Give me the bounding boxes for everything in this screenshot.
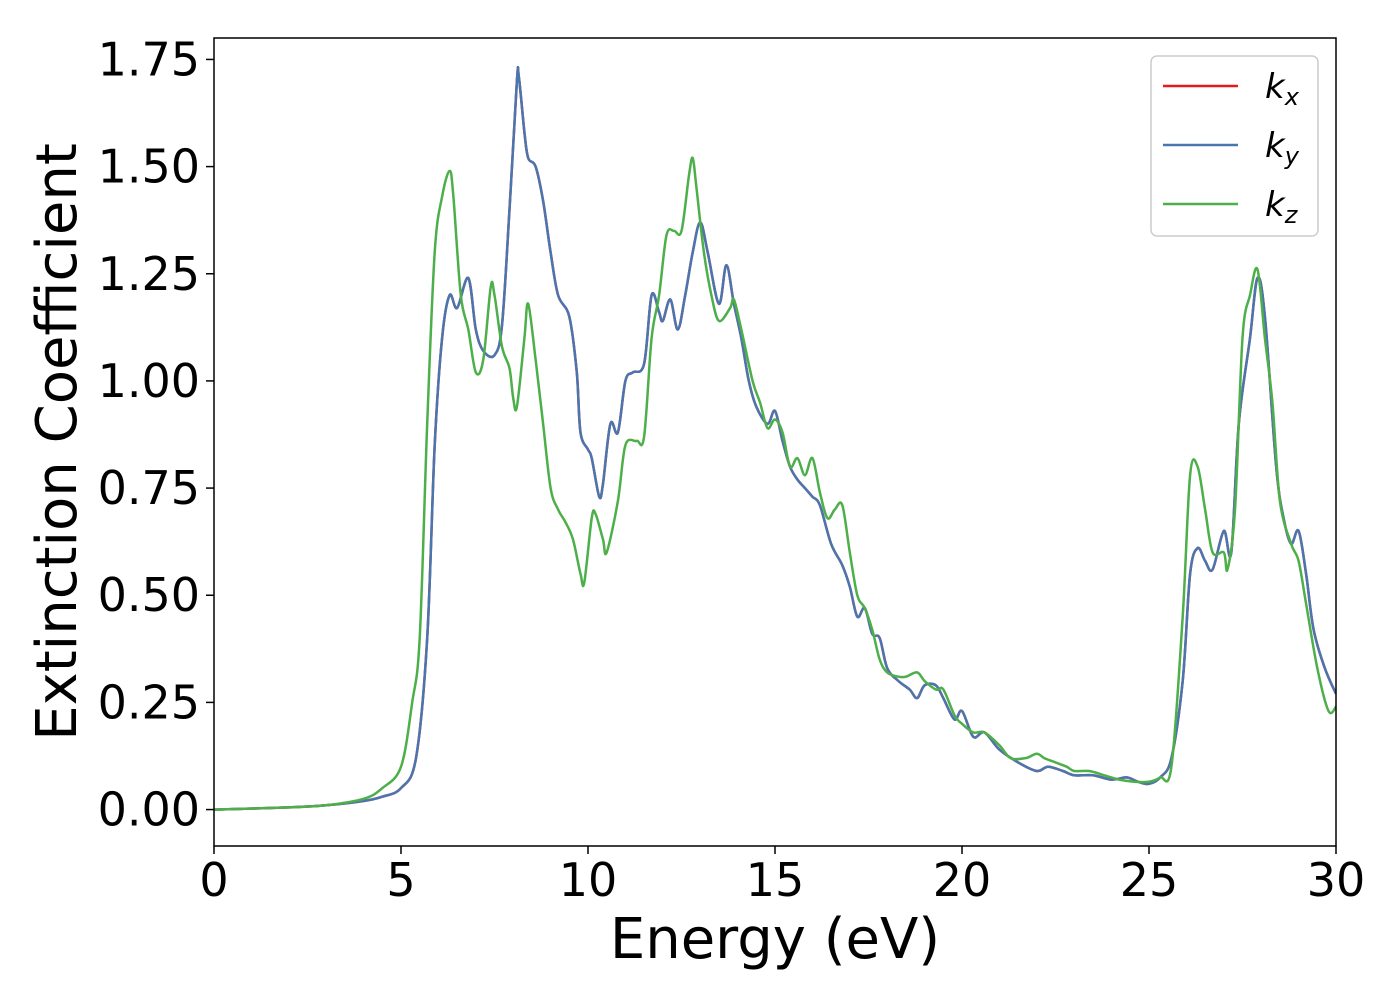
y-tick-label: 0.75 xyxy=(98,461,200,515)
legend-label-z: kz xyxy=(1265,185,1299,229)
y-tick-label: 1.25 xyxy=(98,247,200,301)
y-tick-label: 1.75 xyxy=(98,32,200,86)
legend-label-x: kx xyxy=(1265,67,1300,111)
x-tick-label: 25 xyxy=(1120,853,1179,907)
y-tick-label: 1.50 xyxy=(98,140,200,194)
legend-label-subscript: z xyxy=(1284,201,1299,229)
legend-label-base: k xyxy=(1265,67,1286,107)
legend-label-base: k xyxy=(1265,126,1286,166)
y-tick-label: 0.25 xyxy=(98,675,200,729)
series-line-y xyxy=(214,65,1336,811)
x-tick-label: 30 xyxy=(1307,853,1366,907)
x-tick-label: 5 xyxy=(386,853,415,907)
legend-label-base: k xyxy=(1265,185,1286,225)
x-axis-label: Energy (eV) xyxy=(610,907,940,972)
legend-label-subscript: y xyxy=(1284,142,1300,170)
x-tick-label: 0 xyxy=(199,853,228,907)
legend-label-y: ky xyxy=(1265,126,1300,170)
x-tick-label: 20 xyxy=(933,853,992,907)
series-layer xyxy=(214,65,1336,811)
y-tick-label: 0.00 xyxy=(98,783,200,837)
legend-label-subscript: x xyxy=(1284,83,1300,111)
y-tick-label: 1.00 xyxy=(98,354,200,408)
y-axis-label: Extinction Coefficient xyxy=(25,143,90,741)
x-tick-label: 10 xyxy=(559,853,618,907)
x-tick-label: 15 xyxy=(746,853,805,907)
series-line-z xyxy=(214,156,1336,811)
y-tick-label: 0.50 xyxy=(98,568,200,622)
ticks-layer: 0 5 10 15 20 25 30 0.00 0.25 0.50 0.75 1.00 1.25 1.50… xyxy=(98,32,1366,907)
